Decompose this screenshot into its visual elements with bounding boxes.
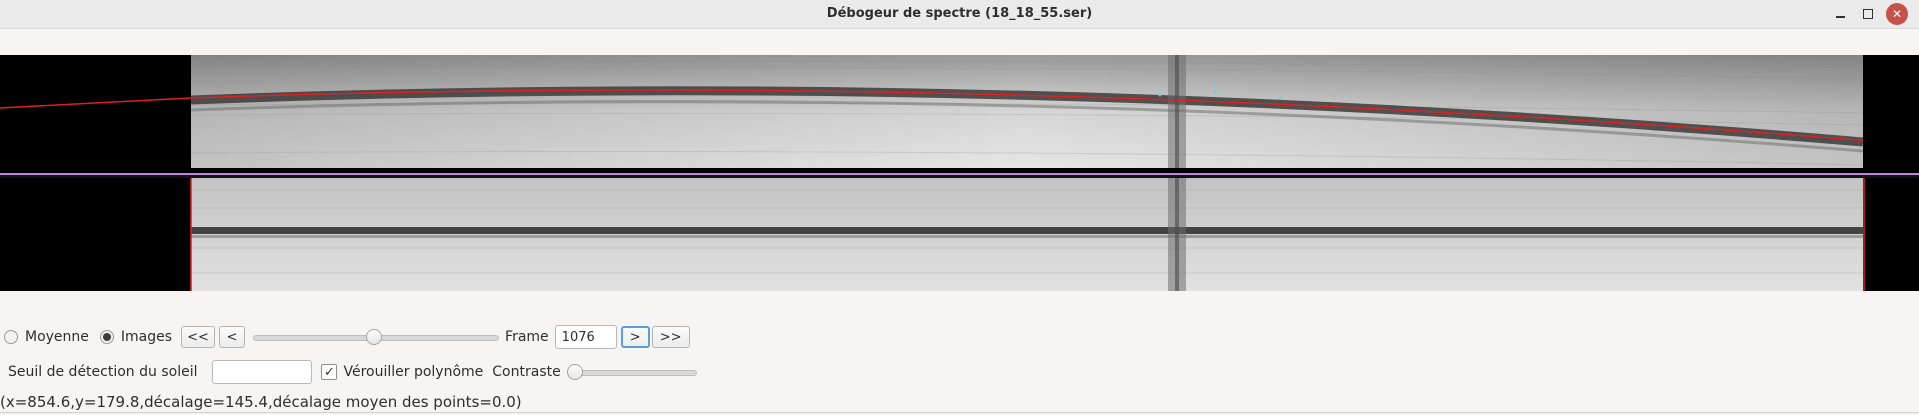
radio-images[interactable] (99, 330, 114, 344)
frame-label: Frame (505, 329, 549, 345)
spectrum-view-top[interactable] (0, 55, 1919, 168)
panel-separator-lower (0, 175, 1919, 178)
sun-threshold-label: Seuil de détection du soleil (8, 364, 198, 380)
spectrum-view-bottom[interactable] (0, 178, 1919, 291)
contrast-label: Contraste (492, 364, 561, 380)
frame-slider[interactable] (253, 327, 500, 347)
previous-frame-button[interactable]: < (219, 326, 246, 348)
window-title: Débogeur de spectre (18_18_55.ser) (826, 6, 1093, 21)
frame-number-input[interactable] (554, 325, 617, 349)
first-frame-button[interactable]: << (181, 326, 216, 348)
status-readout: (x=854.6,y=179.8,décalage=145.4,décalage… (0, 393, 522, 411)
checkmark-icon: ✓ (324, 364, 335, 380)
maximize-button[interactable] (1857, 3, 1879, 25)
lock-polynomial-label: Vérouiller polynôme (343, 364, 484, 380)
maximize-icon (1863, 9, 1873, 19)
close-icon: ✕ (1891, 7, 1903, 21)
title-bar: Débogeur de spectre (18_18_55.ser) ✕ (0, 0, 1919, 29)
panel-divider-line (0, 173, 1919, 175)
next-frame-button[interactable]: > (620, 326, 650, 348)
last-frame-button[interactable]: >> (651, 326, 690, 348)
radio-images-label: Images (120, 329, 173, 345)
contrast-slider-track (566, 370, 697, 376)
sun-threshold-input[interactable] (212, 360, 313, 384)
lock-polynomial-checkbox[interactable]: ✓ (321, 364, 338, 380)
radio-moyenne[interactable] (4, 330, 18, 344)
minimize-button[interactable] (1829, 3, 1851, 25)
close-button[interactable]: ✕ (1886, 3, 1908, 25)
bottom-border (0, 412, 1919, 413)
spectrum-image-top (0, 55, 1919, 168)
frame-slider-thumb[interactable] (366, 329, 383, 345)
contrast-slider[interactable] (566, 362, 697, 382)
minimize-icon (1835, 16, 1845, 18)
contrast-slider-thumb[interactable] (566, 364, 583, 380)
navigation-row: Moyenne Images << < Frame > >> (0, 324, 690, 350)
radio-moyenne-label: Moyenne (25, 329, 89, 345)
spectrum-image-bottom (0, 178, 1919, 291)
settings-row: Seuil de détection du soleil ✓ Vérouille… (0, 359, 697, 385)
